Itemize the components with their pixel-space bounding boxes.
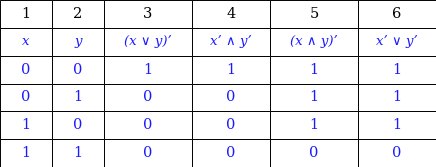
Text: 0: 0 [21, 63, 31, 77]
Text: 0: 0 [143, 90, 153, 104]
Text: 1: 1 [73, 90, 82, 104]
Bar [0, 28, 52, 56]
Bar [192, 0, 270, 28]
Bar [192, 139, 270, 167]
Bar [192, 56, 270, 84]
Bar [104, 111, 192, 139]
Text: x: x [22, 35, 30, 48]
Text: 0: 0 [309, 146, 319, 160]
Text: (x ∨ y)’: (x ∨ y)’ [124, 35, 172, 48]
Bar [104, 139, 192, 167]
Bar [0, 84, 52, 111]
Bar [192, 28, 270, 56]
Text: 0: 0 [73, 63, 82, 77]
Bar [0, 139, 52, 167]
Text: 4: 4 [226, 7, 235, 21]
Text: 0: 0 [73, 118, 82, 132]
Bar [270, 28, 358, 56]
Bar [270, 111, 358, 139]
Bar [270, 0, 358, 28]
Bar [358, 111, 436, 139]
Text: 5: 5 [310, 7, 319, 21]
Text: 2: 2 [73, 7, 82, 21]
Bar [0, 56, 52, 84]
Text: 1: 1 [392, 63, 402, 77]
Text: 0: 0 [226, 90, 236, 104]
Text: 0: 0 [226, 146, 236, 160]
Bar [358, 139, 436, 167]
Text: 1: 1 [143, 63, 153, 77]
Text: 0: 0 [143, 146, 153, 160]
Text: 1: 1 [21, 146, 31, 160]
Text: 6: 6 [392, 7, 402, 21]
Bar [270, 139, 358, 167]
Text: 1: 1 [392, 90, 402, 104]
Bar [104, 28, 192, 56]
Bar [192, 111, 270, 139]
Bar [104, 84, 192, 111]
Bar [104, 0, 192, 28]
Bar [0, 0, 52, 28]
Bar [52, 28, 104, 56]
Text: 0: 0 [21, 90, 31, 104]
Text: 0: 0 [392, 146, 402, 160]
Text: 1: 1 [21, 7, 31, 21]
Text: x’ ∧ y’: x’ ∧ y’ [210, 35, 252, 48]
Bar [270, 84, 358, 111]
Text: 1: 1 [310, 63, 319, 77]
Bar [358, 0, 436, 28]
Text: x’ ∨ y’: x’ ∨ y’ [376, 35, 418, 48]
Text: 1: 1 [310, 118, 319, 132]
Text: y: y [74, 35, 82, 48]
Bar [358, 84, 436, 111]
Bar [52, 84, 104, 111]
Bar [0, 111, 52, 139]
Bar [52, 139, 104, 167]
Text: (x ∧ y)’: (x ∧ y)’ [290, 35, 338, 48]
Bar [192, 84, 270, 111]
Text: 3: 3 [143, 7, 153, 21]
Bar [52, 111, 104, 139]
Bar [358, 28, 436, 56]
Text: 1: 1 [73, 146, 82, 160]
Text: 1: 1 [21, 118, 31, 132]
Text: 1: 1 [226, 63, 235, 77]
Text: 1: 1 [392, 118, 402, 132]
Bar [104, 56, 192, 84]
Text: 1: 1 [310, 90, 319, 104]
Bar [358, 56, 436, 84]
Text: 0: 0 [143, 118, 153, 132]
Bar [52, 56, 104, 84]
Bar [52, 0, 104, 28]
Text: 0: 0 [226, 118, 236, 132]
Bar [270, 56, 358, 84]
